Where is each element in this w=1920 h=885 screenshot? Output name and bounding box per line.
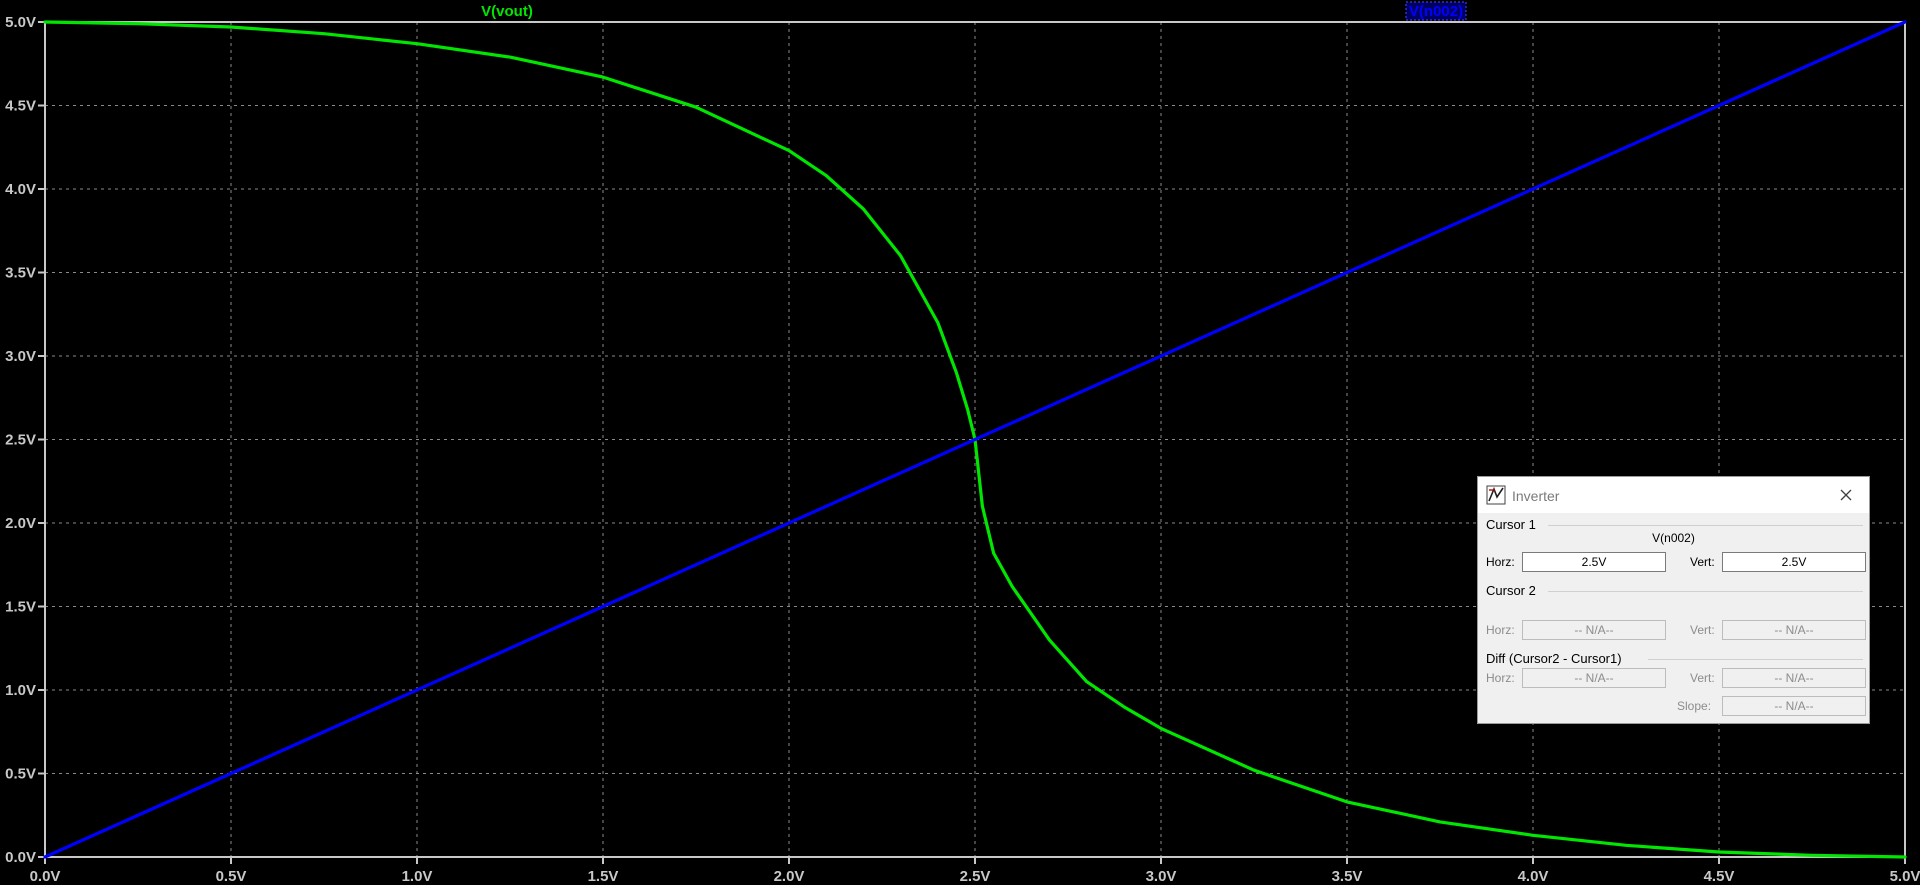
diff-vert-label: Vert: [1690, 671, 1715, 685]
y-tick-label: 4.5V [5, 98, 36, 115]
x-tick-label: 3.5V [1332, 868, 1363, 885]
y-tick-label: 5.0V [5, 14, 36, 31]
legend-label-0[interactable]: V(vout) [481, 3, 533, 20]
waveform-app-icon [1486, 485, 1506, 505]
dialog-title: Inverter [1512, 488, 1560, 504]
y-tick-label: 2.0V [5, 515, 36, 532]
trace-lines [43, 20, 1907, 859]
x-tick-label: 0.5V [216, 868, 247, 885]
slope-label: Slope: [1677, 699, 1712, 713]
y-tick-label: 3.0V [5, 348, 36, 365]
legend: V(vout) V(n002) [481, 1, 1467, 21]
x-tick-label: 1.0V [402, 868, 433, 885]
cursor2-horz-field: -- N/A-- [1522, 620, 1666, 640]
diff-divider [1648, 659, 1863, 660]
cursor2-vert-label: Vert: [1690, 623, 1715, 637]
cursor2-horz-label: Horz: [1486, 623, 1515, 637]
diff-horz-label: Horz: [1486, 671, 1515, 685]
dialog-titlebar[interactable]: Inverter [1478, 477, 1869, 513]
legend-label-1[interactable]: V(n002) [1409, 3, 1463, 20]
tick-marks [38, 21, 1906, 864]
y-tick-label: 4.0V [5, 181, 36, 198]
y-tick-label: 0.5V [5, 766, 36, 783]
legend-highlight [1405, 1, 1467, 21]
x-tick-label: 5.0V [1890, 868, 1920, 885]
cursor1-divider [1548, 525, 1863, 526]
diff-horz-field: -- N/A-- [1522, 668, 1666, 688]
cursor1-section-label: Cursor 1 [1486, 517, 1536, 532]
x-tick-label: 0.0V [30, 868, 61, 885]
x-tick-label: 1.5V [588, 868, 619, 885]
x-tick-label: 2.0V [774, 868, 805, 885]
cursor1-vert-field[interactable]: 2.5V [1722, 552, 1866, 572]
cursor2-vert-field: -- N/A-- [1722, 620, 1866, 640]
y-tick-label: 2.5V [5, 432, 36, 449]
x-tick-labels: 0.0V 0.5V 1.0V 1.5V 2.0V 2.5V 3.0V 3.5V 4.0V 4.5V… [30, 868, 1920, 885]
y-tick-label: 1.5V [5, 599, 36, 616]
y-tick-label: 1.0V [5, 682, 36, 699]
x-tick-label: 4.5V [1704, 868, 1735, 885]
cursor1-horz-field[interactable]: 2.5V [1522, 552, 1666, 572]
y-tick-label: 3.5V [5, 265, 36, 282]
cursor2-section-label: Cursor 2 [1486, 583, 1536, 598]
diff-section-label: Diff (Cursor2 - Cursor1) [1486, 651, 1622, 666]
cursor1-trace-name: V(n002) [1652, 531, 1695, 545]
trace-1[interactable] [43, 20, 1907, 859]
cursor2-divider [1548, 591, 1863, 592]
close-icon[interactable] [1835, 484, 1857, 506]
diff-slope-field: -- N/A-- [1722, 696, 1866, 716]
x-tick-label: 2.5V [960, 868, 991, 885]
y-tick-labels: 0.0V 0.5V 1.0V 1.5V 2.0V 2.5V 3.0V 3.5V 4.0V 4.5V… [5, 14, 36, 866]
x-tick-label: 3.0V [1146, 868, 1177, 885]
x-tick-label: 4.0V [1518, 868, 1549, 885]
cursor1-horz-label: Horz: [1486, 555, 1515, 569]
cursor1-vert-label: Vert: [1690, 555, 1715, 569]
y-tick-label: 0.0V [5, 849, 36, 866]
diff-vert-field: -- N/A-- [1722, 668, 1866, 688]
cursor-dialog[interactable]: Inverter Cursor 1 V(n002) Horz: 2.5V Ver… [1477, 476, 1870, 724]
